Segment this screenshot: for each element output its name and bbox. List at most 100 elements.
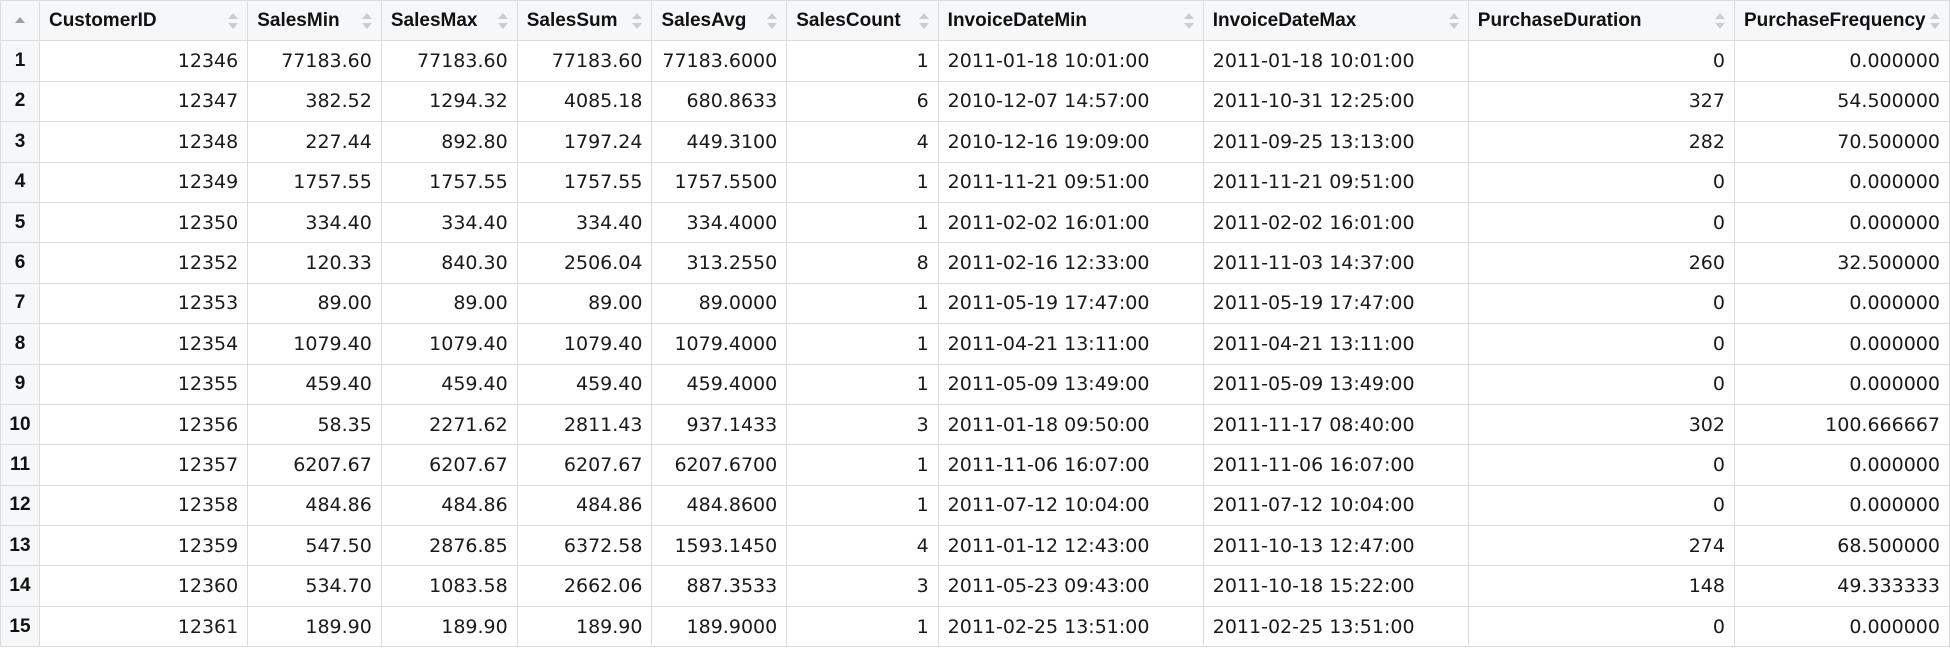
table-cell-salesavg: 334.4000: [651, 201, 788, 244]
table-cell-salesmin: 227.44: [247, 121, 382, 163]
table-cell-salesmin: 334.40: [247, 201, 382, 244]
table-cell-customerid: 12352: [38, 242, 249, 284]
row-number: 10: [0, 403, 40, 446]
row-number: 14: [0, 565, 40, 607]
table-cell-purchasefrequency: 0.000000: [1733, 161, 1950, 203]
column-header-label: InvoiceDateMax: [1212, 9, 1357, 31]
table-cell-invoicedatemax: 2011-11-17 08:40:00: [1202, 403, 1469, 446]
sort-arrows-icon[interactable]: [1183, 12, 1194, 29]
column-header-salesmax[interactable]: SalesMax: [380, 0, 518, 42]
table-cell-invoicedatemin: 2011-01-18 09:50:00: [937, 403, 1204, 446]
table-cell-salescount: 1: [786, 323, 939, 365]
table-cell-invoicedatemax: 2011-11-06 16:07:00: [1202, 444, 1469, 486]
table-row: 7 12353 89.00 89.00 89.00 89.0000 1 2011-05-19 …: [0, 282, 1950, 325]
table-cell-salesavg: 887.3533: [651, 565, 788, 607]
sort-arrows-icon[interactable]: [918, 12, 929, 29]
table-cell-salesmax: 1294.32: [380, 80, 518, 123]
table-cell-salessum: 6372.58: [516, 525, 653, 567]
table-cell-invoicedatemax: 2011-10-18 15:22:00: [1202, 565, 1469, 607]
column-header-salesmin[interactable]: SalesMin: [247, 0, 382, 42]
row-number: 12: [0, 484, 40, 527]
table-cell-salesmax: 1757.55: [380, 161, 518, 203]
table-cell-salesmin: 547.50: [247, 525, 382, 567]
table-cell-salescount: 1: [786, 484, 939, 527]
table-row: 1 12346 77183.60 77183.60 77183.60 77183.6000…: [0, 40, 1950, 82]
table-cell-purchaseduration: 282: [1467, 121, 1735, 163]
sort-arrows-icon[interactable]: [1448, 12, 1459, 29]
table-row: 15 12361 189.90 189.90 189.90 189.9000 1 2011-0…: [0, 605, 1950, 648]
table-cell-salescount: 3: [786, 403, 939, 446]
table-cell-purchaseduration: 0: [1467, 444, 1735, 486]
table-cell-customerid: 12361: [38, 605, 249, 648]
table-cell-purchasefrequency: 0.000000: [1733, 444, 1950, 486]
table-cell-purchaseduration: 274: [1467, 525, 1735, 567]
column-header-label: SalesAvg: [661, 9, 747, 31]
table-cell-invoicedatemin: 2011-11-06 16:07:00: [937, 444, 1204, 486]
column-header-salessum[interactable]: SalesSum: [516, 0, 653, 42]
row-number: 15: [0, 605, 40, 648]
table-cell-purchasefrequency: 0.000000: [1733, 484, 1950, 527]
sort-arrows-icon[interactable]: [1930, 12, 1940, 29]
table-cell-salesmin: 1757.55: [247, 161, 382, 203]
table-cell-salessum: 77183.60: [516, 40, 653, 82]
table-cell-invoicedatemin: 2011-05-19 17:47:00: [937, 282, 1204, 325]
table-row: 12 12358 484.86 484.86 484.86 484.8600 1 2011-0…: [0, 484, 1950, 527]
table-cell-salesmax: 334.40: [380, 201, 518, 244]
table-row: 14 12360 534.70 1083.58 2662.06 887.3533 3 2011…: [0, 565, 1950, 607]
sort-arrows-icon[interactable]: [632, 12, 643, 29]
table-row: 3 12348 227.44 892.80 1797.24 449.3100 4 2010-1…: [0, 121, 1950, 163]
table-cell-customerid: 12358: [38, 484, 249, 527]
column-header-invoicedatemax[interactable]: InvoiceDateMax: [1202, 0, 1469, 42]
row-number: 11: [0, 444, 40, 486]
table-cell-salesmax: 840.30: [380, 242, 518, 284]
column-header-invoicedatemin[interactable]: InvoiceDateMin: [937, 0, 1204, 42]
table-cell-purchasefrequency: 0.000000: [1733, 363, 1950, 405]
column-header-salesavg[interactable]: SalesAvg: [651, 0, 788, 42]
table-cell-invoicedatemax: 2011-11-03 14:37:00: [1202, 242, 1469, 284]
table-row: 11 12357 6207.67 6207.67 6207.67 6207.6700 1 20…: [0, 444, 1950, 486]
table-cell-purchaseduration: 0: [1467, 605, 1735, 648]
table-cell-salescount: 1: [786, 201, 939, 244]
table-cell-salessum: 4085.18: [516, 80, 653, 123]
table-cell-purchasefrequency: 70.500000: [1733, 121, 1950, 163]
table-cell-salessum: 2506.04: [516, 242, 653, 284]
sort-arrows-icon[interactable]: [228, 12, 239, 29]
table-cell-salesavg: 313.2550: [651, 242, 788, 284]
sort-arrows-icon[interactable]: [767, 12, 778, 29]
table-cell-purchasefrequency: 68.500000: [1733, 525, 1950, 567]
table-cell-salesmax: 1083.58: [380, 565, 518, 607]
table-cell-purchasefrequency: 32.500000: [1733, 242, 1950, 284]
table-cell-salesmin: 382.52: [247, 80, 382, 123]
table-cell-salessum: 2811.43: [516, 403, 653, 446]
table-row: 9 12355 459.40 459.40 459.40 459.4000 1 2011-05…: [0, 363, 1950, 405]
table-cell-invoicedatemin: 2011-11-21 09:51:00: [937, 161, 1204, 203]
table-cell-invoicedatemax: 2011-04-21 13:11:00: [1202, 323, 1469, 365]
table-cell-salesavg: 1757.5500: [651, 161, 788, 203]
row-number: 2: [0, 80, 40, 123]
table-body: 1 12346 77183.60 77183.60 77183.60 77183.6000…: [0, 40, 1950, 648]
table-cell-salessum: 459.40: [516, 363, 653, 405]
table-cell-invoicedatemin: 2011-02-16 12:33:00: [937, 242, 1204, 284]
table-cell-purchaseduration: 0: [1467, 323, 1735, 365]
column-header-purchaseduration[interactable]: PurchaseDuration: [1467, 0, 1735, 42]
sort-arrows-icon[interactable]: [1714, 12, 1725, 29]
table-cell-salessum: 1079.40: [516, 323, 653, 365]
column-header-purchasefrequency[interactable]: PurchaseFrequency: [1733, 0, 1950, 42]
sort-arrows-icon[interactable]: [361, 12, 372, 29]
table-cell-salesavg: 449.3100: [651, 121, 788, 163]
sort-arrows-icon[interactable]: [497, 12, 508, 29]
column-header-customerid[interactable]: CustomerID: [38, 0, 249, 42]
table-cell-purchaseduration: 0: [1467, 282, 1735, 325]
table-row: 10 12356 58.35 2271.62 2811.43 937.1433 3 2011-…: [0, 403, 1950, 446]
row-number-header[interactable]: [0, 0, 40, 42]
table-row: 5 12350 334.40 334.40 334.40 334.4000 1 2011-02…: [0, 201, 1950, 244]
table-cell-purchaseduration: 302: [1467, 403, 1735, 446]
column-header-salescount[interactable]: SalesCount: [786, 0, 939, 42]
table-cell-salesavg: 459.4000: [651, 363, 788, 405]
table-row: 4 12349 1757.55 1757.55 1757.55 1757.5500 1 201…: [0, 161, 1950, 203]
table-cell-purchaseduration: 0: [1467, 201, 1735, 244]
table-cell-salesmin: 1079.40: [247, 323, 382, 365]
table-row: 8 12354 1079.40 1079.40 1079.40 1079.4000 1 201…: [0, 323, 1950, 365]
row-number: 4: [0, 161, 40, 203]
